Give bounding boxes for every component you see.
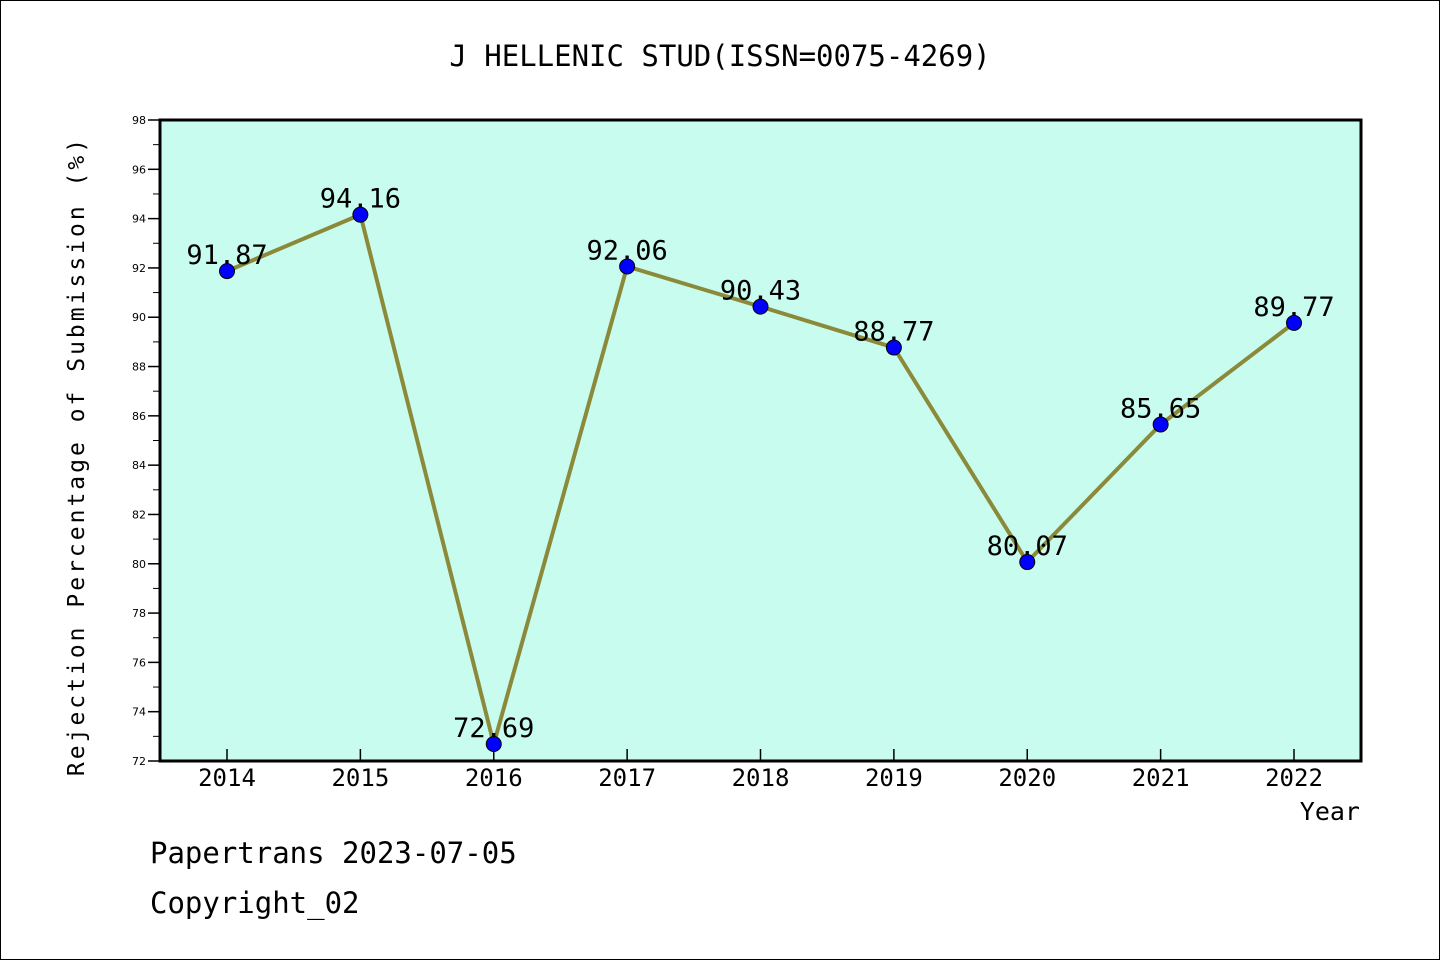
x-tick-label: 2017 <box>598 764 656 792</box>
data-label: 80.07 <box>987 531 1068 562</box>
y-tick-label: 96 <box>132 163 146 176</box>
x-tick-label: 2018 <box>732 764 790 792</box>
data-label: 85.65 <box>1120 393 1201 424</box>
data-point <box>1019 554 1036 571</box>
y-axis: 72 74 76 78 80 82 84 86 88 90 92 94 96 98 <box>132 114 160 768</box>
y-tick-label: 92 <box>132 262 146 275</box>
data-point <box>752 298 769 315</box>
x-tick-label: 2016 <box>465 764 523 792</box>
x-axis: 2014 2015 2016 2017 2018 2019 2020 2021 2022 <box>198 749 1323 792</box>
data-label: 88.77 <box>853 317 934 348</box>
x-axis-label: Year <box>1300 797 1360 826</box>
data-point <box>885 339 902 356</box>
y-axis-label: Rejection Percentage of Submission (%) <box>64 136 90 776</box>
y-tick-label: 84 <box>132 459 146 472</box>
y-tick-label: 80 <box>132 558 146 571</box>
x-tick-label: 2014 <box>198 764 256 792</box>
data-label: 72.69 <box>453 713 534 744</box>
series-group: 91.87 94.16 72.69 92.06 90.43 88.77 80.07 85.65… <box>186 184 1335 752</box>
x-tick-label: 2019 <box>865 764 923 792</box>
data-point <box>219 263 235 280</box>
data-label: 92.06 <box>586 235 667 266</box>
data-label: 94.16 <box>320 184 401 215</box>
x-tick-label: 2015 <box>331 764 389 792</box>
y-tick-label: 82 <box>132 508 146 521</box>
y-tick-label: 86 <box>132 410 146 423</box>
plot-border <box>158 118 1363 763</box>
data-point <box>1286 314 1302 331</box>
data-label: 90.43 <box>720 276 801 307</box>
footer-copyright: Copyright_02 <box>150 886 360 920</box>
data-point <box>1152 416 1169 433</box>
y-tick-label: 72 <box>132 755 146 768</box>
data-label: 91.87 <box>186 240 267 271</box>
data-point <box>619 258 636 275</box>
y-tick-label: 76 <box>132 656 146 669</box>
y-tick-label: 94 <box>132 213 146 226</box>
data-label: 89.77 <box>1253 292 1334 323</box>
chart-title: J HELLENIC STUD(ISSN=0075-4269) <box>449 39 990 73</box>
data-point <box>485 735 502 752</box>
plot-area <box>160 120 1361 761</box>
x-tick-label: 2020 <box>998 764 1056 792</box>
x-tick-label: 2021 <box>1132 764 1190 792</box>
x-tick-label: 2022 <box>1265 764 1323 792</box>
data-point <box>352 206 369 223</box>
y-tick-label: 74 <box>132 706 146 719</box>
y-tick-label: 78 <box>132 607 146 620</box>
y-tick-label: 90 <box>132 311 146 324</box>
y-tick-label: 88 <box>132 361 146 374</box>
footer-date: Papertrans 2023-07-05 <box>150 836 517 870</box>
y-tick-label: 98 <box>132 114 146 127</box>
